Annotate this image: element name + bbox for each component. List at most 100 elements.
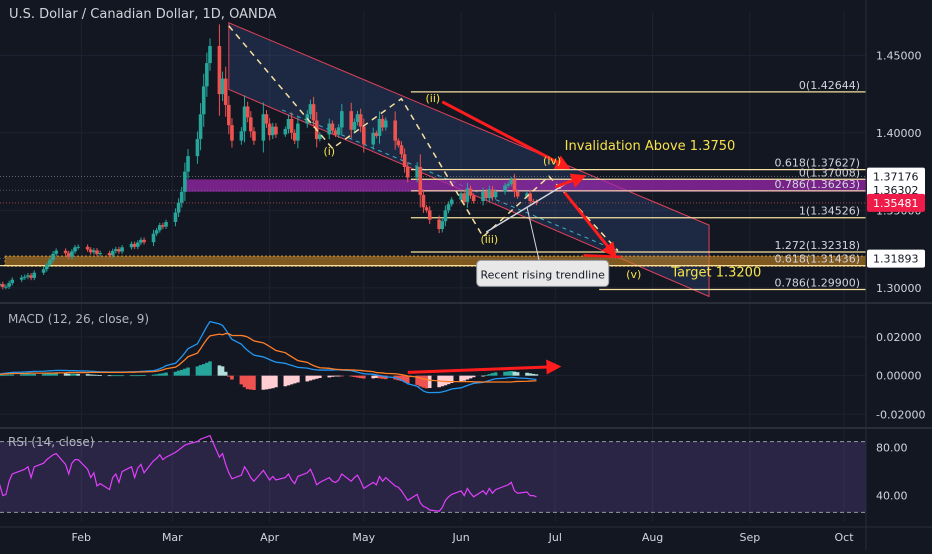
candle-body [98, 253, 102, 255]
candle-body [340, 111, 344, 128]
rsi-axis-label: 40.00 [876, 490, 908, 503]
macd-bar [396, 375, 401, 381]
fib-label: 0.618(1.37627) [774, 157, 860, 170]
candle-body [352, 122, 357, 130]
candle-body [208, 46, 212, 64]
macd-bar [73, 373, 77, 376]
candle-body [333, 130, 338, 135]
macd-red-arrow [407, 359, 562, 375]
macd-bar [327, 375, 332, 378]
macd-bar [19, 374, 24, 376]
candle-body [503, 185, 507, 192]
macd-bar [76, 373, 80, 376]
candle-body [129, 243, 134, 248]
macd-bar [23, 374, 27, 376]
candle-body [63, 250, 68, 254]
macd-bar [336, 375, 341, 377]
candle-body [217, 46, 222, 95]
macd-bar [465, 375, 470, 380]
red-arrow [563, 191, 617, 258]
rsi-pane[interactable] [0, 434, 866, 513]
rsi-band [0, 441, 866, 513]
candle-body [424, 207, 429, 211]
macd-bar [223, 371, 228, 376]
macd-bar [107, 375, 112, 377]
candle-body [110, 251, 115, 256]
macd-bar [358, 375, 363, 379]
candle-body [459, 193, 463, 200]
macd-arrow [407, 359, 562, 375]
candle-body [415, 166, 419, 178]
candle-body [509, 179, 514, 185]
rsi-line [0, 434, 537, 512]
macd-bar [361, 375, 366, 379]
macd-bar [157, 373, 162, 376]
fib-label: 0.618(1.31436) [774, 253, 860, 266]
macd-bar [340, 375, 344, 377]
fib-label: 0(1.37008) [799, 166, 860, 179]
macd-bar [217, 365, 222, 376]
macd-bar [230, 375, 234, 380]
macd-bar [173, 371, 178, 376]
candle-body [19, 277, 24, 280]
macd-bar [70, 373, 74, 376]
macd-pane[interactable] [0, 320, 562, 394]
candle-body [487, 189, 492, 198]
macd-bar [308, 375, 313, 381]
macd-bar [296, 375, 300, 383]
macd-bar [270, 375, 275, 389]
candle-body [201, 86, 206, 115]
time-axis-label: May [352, 531, 375, 544]
candle-body [427, 210, 432, 220]
macd-bar [471, 375, 476, 378]
macd-bar [239, 375, 244, 385]
macd-bar [88, 374, 93, 376]
macd-indicator-label: MACD (12, 26, close, 9) [8, 312, 149, 326]
candle-body [490, 189, 495, 198]
macd-bar [26, 374, 30, 376]
macd-bar [311, 375, 316, 380]
macd-bar [267, 375, 272, 389]
macd-bar [195, 366, 200, 376]
macd-bar [142, 375, 146, 376]
candle-body [0, 284, 2, 286]
macd-bar [468, 375, 473, 379]
wave-label: (iii) [480, 233, 498, 246]
price-pane[interactable]: 0(1.42644)0.618(1.37627)0(1.37008)0.786(… [0, 22, 867, 298]
candle-body [484, 191, 489, 198]
candle-body [32, 272, 37, 278]
macd-bar [164, 372, 168, 376]
macd-bar [51, 373, 55, 376]
macd-axis-label: 0.00000 [876, 370, 922, 383]
macd-bar [136, 375, 140, 377]
macd-bar [179, 369, 184, 376]
macd-bar [129, 375, 134, 377]
macd-bar [139, 375, 143, 376]
price-tag-text: 1.37176 [873, 171, 919, 184]
candle-body [186, 156, 190, 172]
candle-body [242, 106, 247, 132]
macd-bar [424, 375, 429, 389]
macd-bar [509, 371, 514, 376]
price-tag-text: 1.31893 [873, 253, 919, 266]
macd-bar [208, 361, 212, 376]
candle-body [220, 78, 225, 95]
macd-bar [380, 375, 385, 379]
candle-body [374, 132, 379, 136]
macd-bar [286, 375, 291, 386]
candle-body [154, 230, 159, 234]
candle-body [311, 104, 316, 121]
candle-body [10, 279, 15, 284]
macd-bar [0, 375, 2, 377]
macd-bar [4, 374, 8, 376]
purple-zone [184, 179, 866, 192]
red-arrow-tail [583, 254, 622, 259]
candle-body [506, 184, 510, 186]
price-tag-text: 1.35481 [873, 197, 919, 210]
macd-bar [132, 375, 137, 377]
macd-bar [449, 375, 454, 383]
macd-bar [493, 372, 498, 376]
